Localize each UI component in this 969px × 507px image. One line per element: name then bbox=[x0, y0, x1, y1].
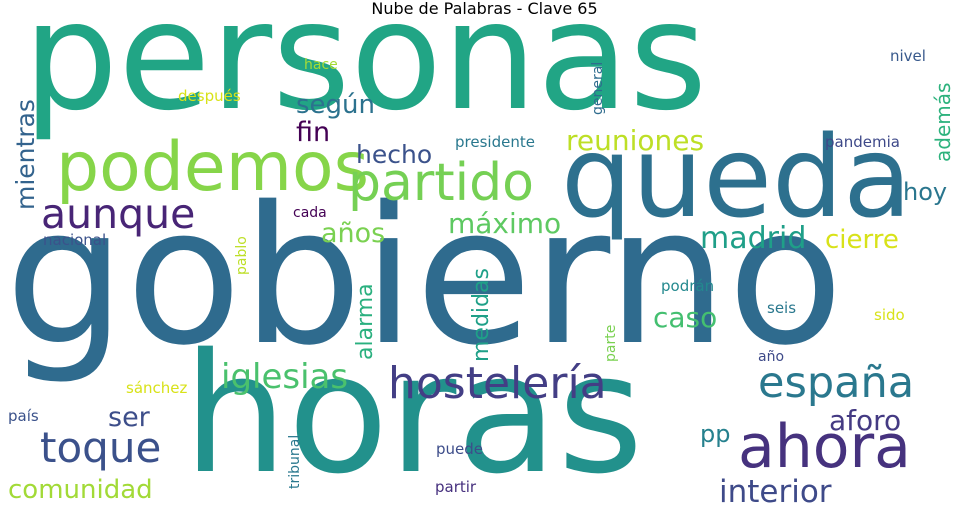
word-sido: sido bbox=[874, 306, 905, 324]
word-alarma: alarma bbox=[353, 283, 378, 360]
chart-title: Nube de Palabras - Clave 65 bbox=[371, 0, 598, 18]
word-cada: cada bbox=[293, 205, 327, 221]
word-cloud: personas gobierno horas queda podemos pa… bbox=[3, 22, 951, 507]
word-ahora: ahora bbox=[738, 412, 911, 482]
word-mientras: mientras bbox=[11, 99, 40, 210]
word-podran: podrán bbox=[661, 277, 715, 295]
word-puede: puede bbox=[436, 440, 484, 458]
word-anos: años bbox=[321, 218, 386, 249]
word-caso: caso bbox=[653, 301, 718, 334]
word-pablo: pablo bbox=[234, 236, 250, 275]
word-sanchez: sánchez bbox=[126, 379, 188, 397]
word-iglesias: iglesias bbox=[221, 357, 349, 397]
word-aforo: aforo bbox=[829, 404, 902, 437]
word-parte: parte bbox=[603, 324, 619, 362]
word-queda: queda bbox=[561, 113, 912, 243]
word-reuniones: reuniones bbox=[566, 124, 705, 157]
word-gobierno: gobierno bbox=[5, 166, 844, 387]
word-personas: personas bbox=[23, 22, 708, 144]
word-hecho: hecho bbox=[356, 140, 433, 169]
word-espana: españa bbox=[758, 358, 915, 408]
word-cierre: cierre bbox=[825, 225, 899, 255]
word-pp: pp bbox=[700, 420, 731, 448]
word-ser: ser bbox=[108, 402, 150, 433]
word-medidas: medidas bbox=[469, 268, 494, 362]
word-horas: horas bbox=[183, 318, 644, 507]
word-toque: toque bbox=[40, 423, 162, 472]
word-madrid: madrid bbox=[700, 221, 807, 256]
word-ano: año bbox=[758, 349, 785, 365]
word-general: general bbox=[590, 61, 606, 115]
word-interior: interior bbox=[719, 474, 832, 507]
word-comunidad: comunidad bbox=[8, 475, 153, 505]
word-nacional: nacional bbox=[43, 231, 107, 249]
word-hace: hace bbox=[304, 57, 338, 73]
word-hoy: hoy bbox=[903, 178, 948, 206]
word-segun: según bbox=[296, 90, 376, 120]
word-presidente: presidente bbox=[455, 133, 535, 151]
word-nivel: nivel bbox=[890, 47, 926, 65]
word-pandemia: pandemia bbox=[825, 133, 900, 151]
word-partir: partir bbox=[435, 478, 477, 496]
word-despues: después bbox=[178, 87, 241, 105]
word-partido: partido bbox=[348, 153, 534, 213]
word-maximo: máximo bbox=[448, 207, 562, 240]
word-hosteleria: hostelería bbox=[388, 358, 607, 409]
word-pais: país bbox=[8, 407, 39, 425]
word-tribunal: tribunal bbox=[287, 434, 303, 489]
word-ademas: además bbox=[931, 82, 951, 162]
word-seis: seis bbox=[767, 299, 797, 317]
word-fin: fin bbox=[296, 117, 331, 148]
word-podemos: podemos bbox=[56, 128, 370, 207]
word-aunque: aunque bbox=[41, 190, 196, 238]
